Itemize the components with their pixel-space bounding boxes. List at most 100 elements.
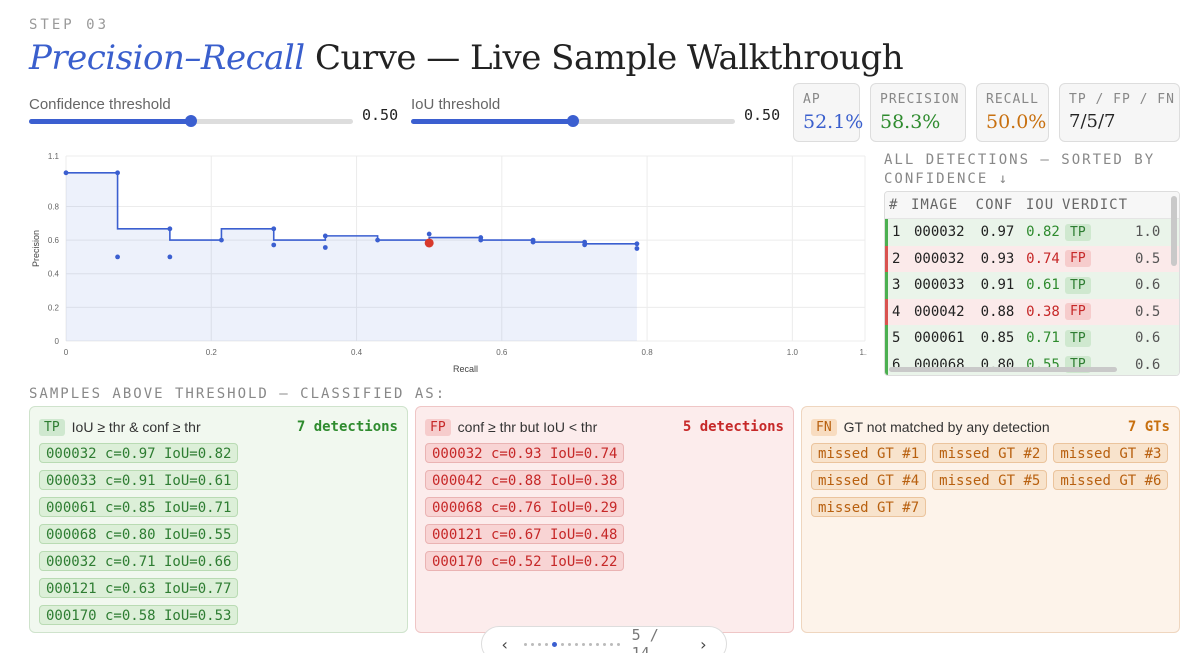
x-tick-label: 0.4 xyxy=(351,348,363,357)
confidence-track[interactable] xyxy=(29,115,353,127)
iou-thumb[interactable] xyxy=(567,115,579,127)
iou-fill xyxy=(411,119,573,124)
pr-point xyxy=(478,237,484,243)
x-axis-label: Recall xyxy=(453,364,478,374)
detection-row[interactable]: 3 000033 0.91 0.61 TP 0.6 xyxy=(885,272,1179,299)
recall-label: RECALL xyxy=(986,92,1039,107)
row-precision: 0.5 xyxy=(1135,250,1161,267)
chevron-left-icon[interactable]: ‹ xyxy=(500,634,510,653)
fp-list: 000032 c=0.93 IoU=0.74 000042 c=0.88 IoU=… xyxy=(425,443,784,571)
precision-label: PRECISION xyxy=(880,92,960,107)
col-image: IMAGE xyxy=(911,197,959,213)
confidence-slider[interactable]: Confidence threshold 0.50 xyxy=(29,96,401,127)
pager-dot[interactable] xyxy=(616,642,620,646)
pager-dot[interactable] xyxy=(567,642,571,646)
detections-header: # IMAGE CONF IOU VERDICT xyxy=(885,192,1179,219)
pager-dot[interactable] xyxy=(530,642,534,646)
detection-row[interactable]: 1 000032 0.97 0.82 TP 1.0 xyxy=(885,219,1179,246)
fn-count: 7 GTs xyxy=(1127,419,1170,435)
verdict-badge: FP xyxy=(1065,250,1091,268)
vertical-scrollbar[interactable] xyxy=(1171,196,1177,266)
pager-dot[interactable] xyxy=(544,642,548,646)
row-precision: 1.0 xyxy=(1135,224,1161,241)
pager-dot[interactable] xyxy=(551,641,557,647)
verdict-badge: TP xyxy=(1065,223,1091,241)
row-iou: 0.74 xyxy=(1026,250,1060,267)
pager-dot[interactable] xyxy=(523,642,527,646)
pr-point xyxy=(322,245,328,250)
iou-track[interactable] xyxy=(411,115,735,127)
classified-title: SAMPLES ABOVE THRESHOLD — CLASSIFIED AS: xyxy=(29,386,447,402)
counts-card: TP / FP / FN 7/5/7 xyxy=(1059,83,1180,142)
confidence-value: 0.50 xyxy=(362,106,399,124)
detections-title: ALL DETECTIONS — SORTED BY CONFIDENCE ↓ xyxy=(884,152,1156,187)
row-precision: 0.6 xyxy=(1135,330,1161,347)
precision-card: PRECISION 58.3% xyxy=(870,83,966,142)
fp-count: 5 detections xyxy=(682,419,784,435)
confidence-thumb[interactable] xyxy=(185,115,197,127)
pager-dot[interactable] xyxy=(537,642,541,646)
iou-slider[interactable]: IoU threshold 0.50 xyxy=(411,96,783,127)
row-image: 000042 xyxy=(914,303,965,320)
x-tick-label: 0.6 xyxy=(496,348,508,357)
y-tick-label: 0 xyxy=(55,337,60,346)
row-precision: 0.6 xyxy=(1135,277,1161,294)
counts-value: 7/5/7 xyxy=(1069,111,1116,132)
verdict-badge: TP xyxy=(1065,276,1091,294)
row-verdict: FP xyxy=(1065,250,1121,268)
col-iou: IOU xyxy=(1025,197,1055,213)
pager-dot[interactable] xyxy=(609,642,613,646)
tp-chip: 000121 c=0.63 IoU=0.77 xyxy=(39,578,239,598)
pr-point xyxy=(271,226,277,232)
col-number: # xyxy=(889,197,899,213)
row-conf: 0.97 xyxy=(980,224,1015,241)
fp-chip: 000170 c=0.52 IoU=0.22 xyxy=(425,551,625,571)
detection-row[interactable]: 5 000061 0.85 0.71 TP 0.6 xyxy=(885,325,1179,352)
y-axis-label: Precision xyxy=(31,230,41,267)
row-number: 4 xyxy=(892,303,901,320)
chevron-right-icon[interactable]: › xyxy=(698,634,708,653)
detection-row[interactable]: 4 000042 0.88 0.38 FP 0.5 xyxy=(885,298,1179,325)
row-image: 000033 xyxy=(914,277,965,294)
pr-point xyxy=(115,254,120,260)
row-iou: 0.61 xyxy=(1026,277,1060,294)
pr-point xyxy=(634,241,640,247)
detection-row[interactable]: 2 000032 0.93 0.74 FP 0.5 xyxy=(885,245,1179,272)
confidence-fill xyxy=(29,119,191,124)
pr-point xyxy=(63,170,69,176)
col-verdict: VERDICT xyxy=(1062,197,1129,213)
fn-badge: FN xyxy=(811,418,837,436)
row-verdict: TP xyxy=(1065,223,1121,241)
fp-panel: FP conf ≥ thr but IoU < thr 5 detections… xyxy=(415,406,794,633)
pr-point xyxy=(426,231,432,237)
ap-card: AP 52.1% xyxy=(793,83,863,142)
pr-point xyxy=(271,242,277,248)
tp-chip: 000032 c=0.97 IoU=0.82 xyxy=(39,443,239,463)
pager-dot[interactable] xyxy=(574,642,578,646)
row-image: 000032 xyxy=(914,250,965,267)
fn-panel: FN GT not matched by any detection 7 GTs… xyxy=(801,406,1180,633)
tp-chip: 000032 c=0.71 IoU=0.66 xyxy=(39,551,239,571)
y-tick-label: 0.2 xyxy=(48,303,60,312)
row-conf: 0.85 xyxy=(980,330,1015,347)
fn-chip: missed GT #5 xyxy=(932,470,1048,490)
row-verdict: TP xyxy=(1065,329,1121,347)
row-conf: 0.88 xyxy=(980,303,1015,320)
pager-dot[interactable] xyxy=(602,642,606,646)
detection-row[interactable]: 6 000068 0.80 0.55 TP 0.6 xyxy=(885,351,1179,375)
detections-table[interactable]: # IMAGE CONF IOU VERDICT 1 000032 0.97 0.82… xyxy=(884,191,1180,376)
ap-label: AP xyxy=(803,92,821,107)
pager-dot[interactable] xyxy=(560,642,564,646)
pager-dot[interactable] xyxy=(581,642,585,646)
x-tick-label: 0.8 xyxy=(642,348,654,357)
col-conf: CONF xyxy=(975,197,1014,213)
tp-chip: 000033 c=0.91 IoU=0.61 xyxy=(39,470,239,490)
fn-description: GT not matched by any detection xyxy=(843,419,1050,435)
pager-dot[interactable] xyxy=(588,642,592,646)
pager-dot[interactable] xyxy=(595,642,599,646)
recall-value: 50.0% xyxy=(986,111,1047,133)
row-number: 1 xyxy=(892,224,901,241)
horizontal-scrollbar[interactable] xyxy=(889,367,1117,372)
x-tick-label: 0.2 xyxy=(206,348,218,357)
confidence-label: Confidence threshold xyxy=(29,96,171,113)
